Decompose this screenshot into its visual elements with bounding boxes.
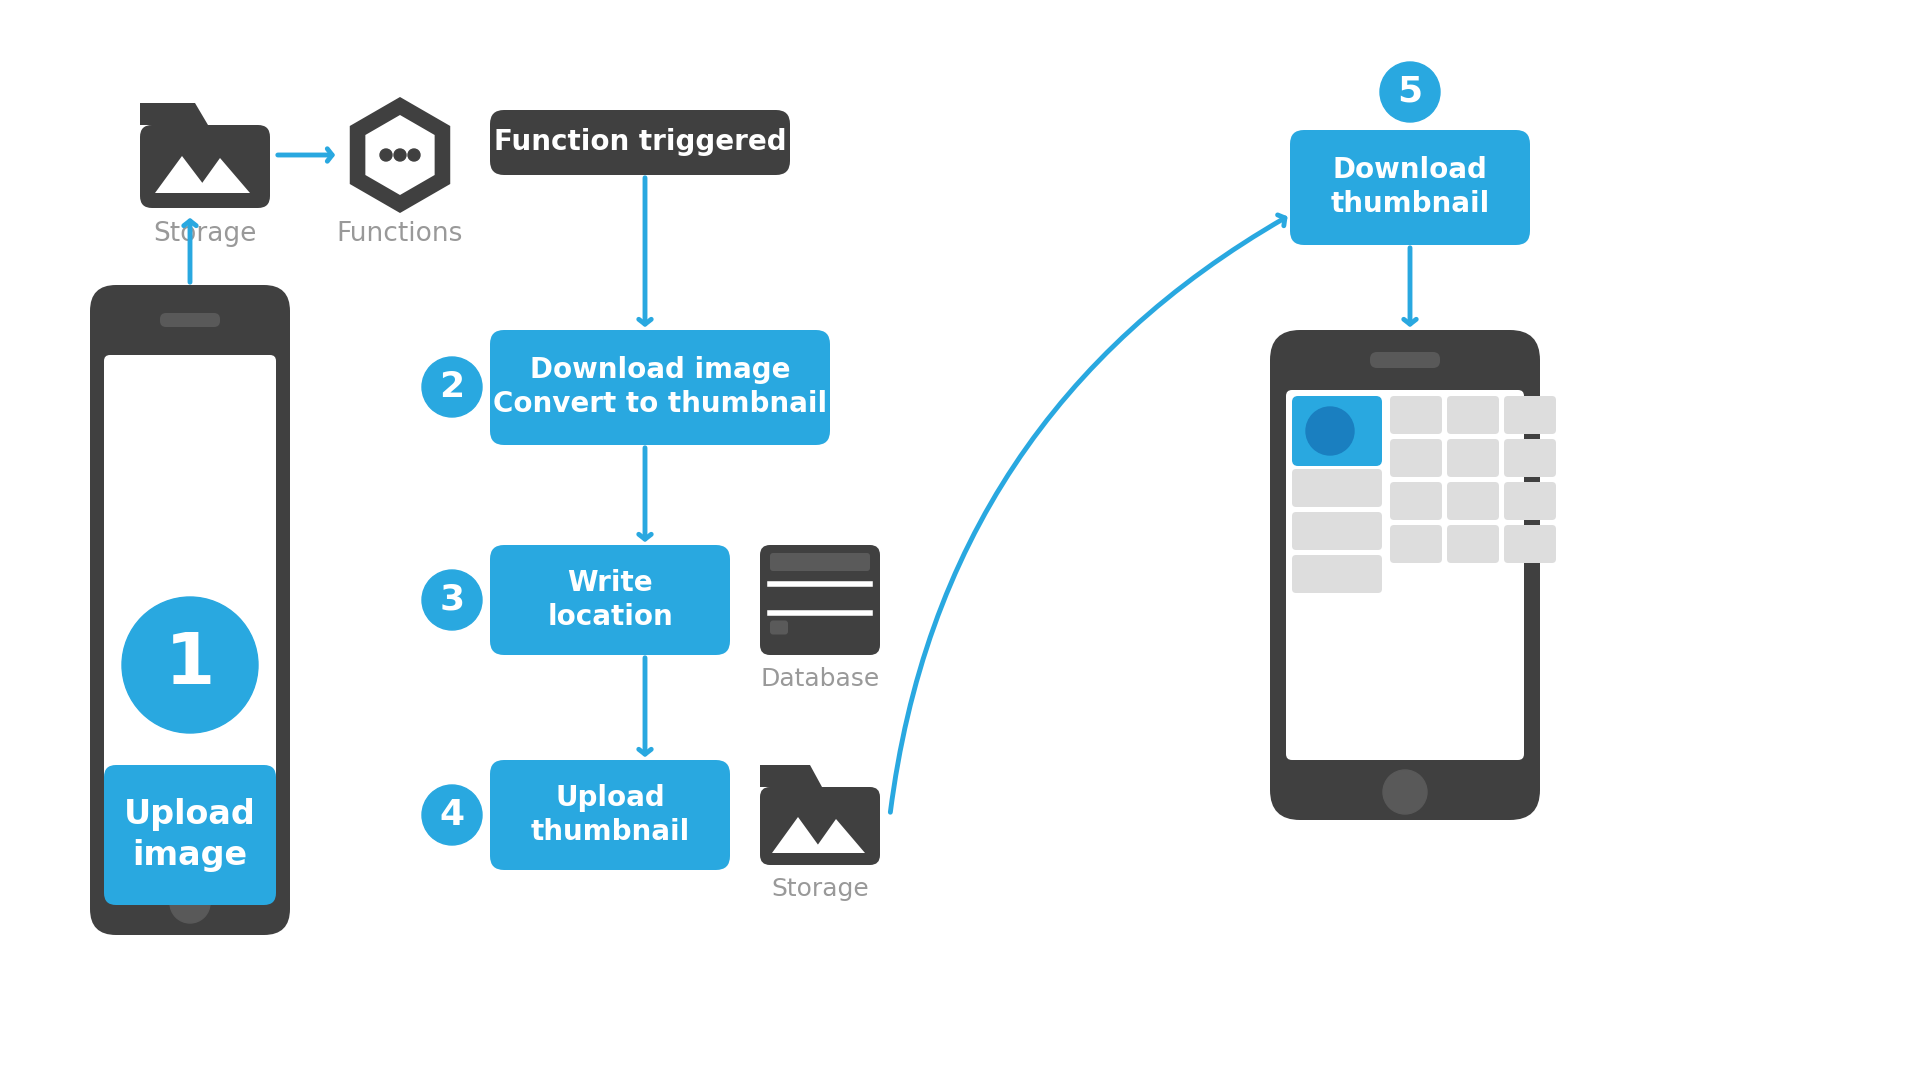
FancyBboxPatch shape: [1390, 396, 1442, 434]
FancyBboxPatch shape: [1371, 352, 1440, 368]
FancyBboxPatch shape: [1390, 438, 1442, 477]
Text: Storage: Storage: [772, 877, 870, 901]
Text: Functions: Functions: [336, 221, 463, 247]
FancyBboxPatch shape: [1503, 396, 1555, 434]
FancyBboxPatch shape: [1292, 396, 1382, 465]
Text: 4: 4: [440, 798, 465, 832]
Circle shape: [407, 149, 420, 161]
Circle shape: [380, 149, 392, 161]
FancyBboxPatch shape: [1503, 438, 1555, 477]
Polygon shape: [760, 765, 822, 787]
Circle shape: [422, 570, 482, 630]
Text: Upload
image: Upload image: [125, 798, 255, 872]
FancyBboxPatch shape: [159, 313, 221, 327]
FancyBboxPatch shape: [1448, 482, 1500, 519]
Circle shape: [422, 357, 482, 417]
Text: 3: 3: [440, 583, 465, 617]
FancyBboxPatch shape: [490, 545, 730, 654]
Text: Function triggered: Function triggered: [493, 129, 787, 156]
Circle shape: [123, 597, 257, 733]
Circle shape: [171, 883, 209, 923]
Text: Write
location: Write location: [547, 569, 672, 632]
Text: 1: 1: [165, 631, 215, 700]
FancyBboxPatch shape: [1390, 482, 1442, 519]
FancyBboxPatch shape: [1503, 525, 1555, 563]
Polygon shape: [812, 819, 866, 853]
Polygon shape: [349, 97, 449, 213]
Text: 2: 2: [440, 370, 465, 404]
FancyBboxPatch shape: [1292, 555, 1382, 593]
Polygon shape: [156, 156, 209, 193]
FancyBboxPatch shape: [1292, 512, 1382, 550]
FancyBboxPatch shape: [1286, 390, 1524, 760]
Circle shape: [1306, 407, 1354, 455]
FancyBboxPatch shape: [490, 110, 789, 175]
FancyBboxPatch shape: [1269, 330, 1540, 820]
FancyBboxPatch shape: [104, 765, 276, 905]
FancyBboxPatch shape: [490, 330, 829, 445]
Polygon shape: [140, 103, 207, 125]
FancyBboxPatch shape: [104, 355, 276, 865]
FancyBboxPatch shape: [760, 545, 879, 654]
Text: Upload
thumbnail: Upload thumbnail: [530, 784, 689, 847]
FancyBboxPatch shape: [1290, 130, 1530, 245]
Text: Database: Database: [760, 667, 879, 691]
Circle shape: [394, 149, 405, 161]
FancyBboxPatch shape: [1292, 469, 1382, 507]
FancyBboxPatch shape: [1448, 396, 1500, 434]
FancyBboxPatch shape: [90, 285, 290, 935]
Text: Storage: Storage: [154, 221, 257, 247]
Circle shape: [422, 785, 482, 845]
Text: 5: 5: [1398, 75, 1423, 109]
Text: Download
thumbnail: Download thumbnail: [1331, 156, 1490, 218]
FancyBboxPatch shape: [770, 621, 787, 634]
Polygon shape: [365, 114, 434, 195]
FancyBboxPatch shape: [1448, 525, 1500, 563]
FancyBboxPatch shape: [490, 760, 730, 870]
Circle shape: [1380, 62, 1440, 122]
FancyBboxPatch shape: [1503, 482, 1555, 519]
Polygon shape: [772, 816, 824, 853]
Text: Download image
Convert to thumbnail: Download image Convert to thumbnail: [493, 355, 828, 418]
FancyBboxPatch shape: [760, 787, 879, 865]
FancyBboxPatch shape: [770, 553, 870, 571]
FancyBboxPatch shape: [1448, 438, 1500, 477]
Circle shape: [1382, 770, 1427, 814]
FancyBboxPatch shape: [1390, 525, 1442, 563]
FancyBboxPatch shape: [140, 125, 271, 208]
Polygon shape: [196, 158, 250, 193]
